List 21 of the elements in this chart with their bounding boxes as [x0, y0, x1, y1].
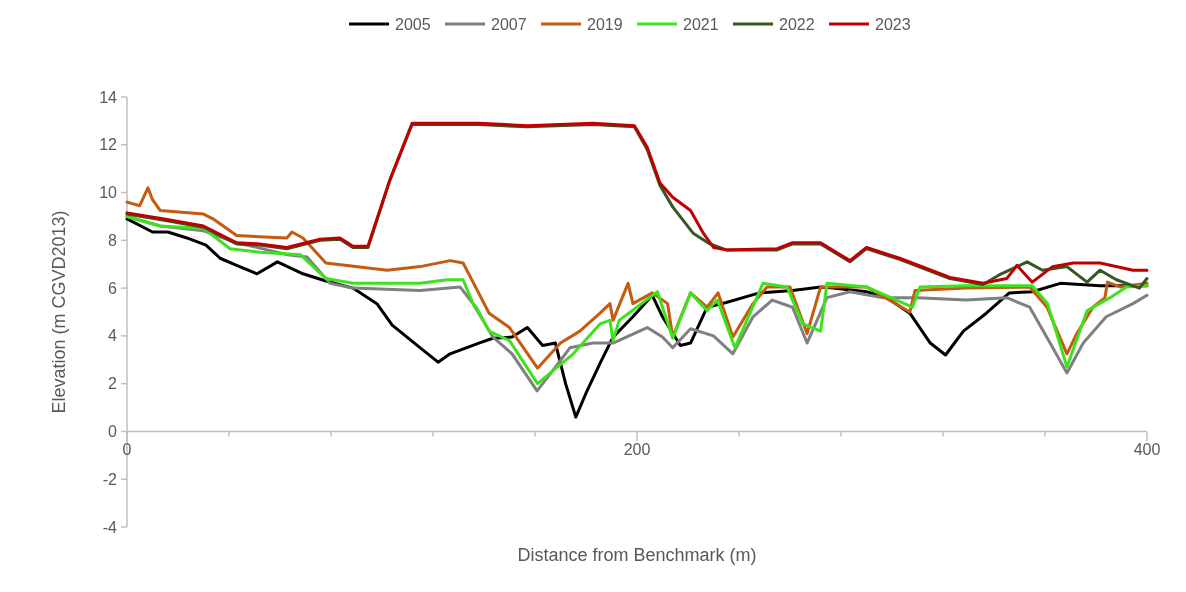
y-axis-title: Elevation (m CGVD2013)	[49, 210, 69, 414]
y-tick-label: 4	[108, 327, 118, 345]
legend-label: 2005	[395, 15, 431, 33]
y-tick-label: 14	[99, 88, 118, 106]
legend-label: 2021	[683, 15, 719, 33]
y-tick-label: 8	[108, 231, 118, 249]
y-tick-label: -2	[102, 470, 118, 488]
y-tick-label: 0	[108, 423, 118, 441]
y-tick-label: 12	[99, 136, 118, 154]
legend-label: 2023	[875, 15, 911, 33]
legend-label: 2022	[779, 15, 815, 33]
y-tick-label: -4	[102, 518, 118, 536]
y-tick-label: 6	[108, 279, 118, 297]
legend-label: 2007	[491, 15, 527, 33]
x-tick-label: 200	[623, 441, 651, 459]
x-tick-label: 0	[122, 441, 132, 459]
legend-label: 2019	[587, 15, 623, 33]
y-tick-label: 2	[108, 375, 118, 393]
x-tick-label: 400	[1133, 441, 1161, 459]
y-tick-label: 10	[99, 184, 118, 202]
x-axis-title: Distance from Benchmark (m)	[517, 545, 757, 565]
